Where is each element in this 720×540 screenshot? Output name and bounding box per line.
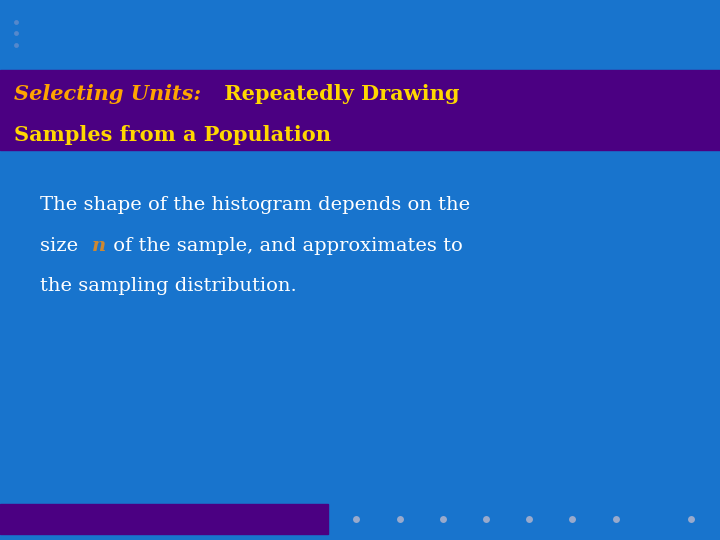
Text: The shape of the histogram depends on the: The shape of the histogram depends on th… xyxy=(40,196,469,214)
Text: n: n xyxy=(92,237,107,255)
Text: Selecting Units:: Selecting Units: xyxy=(14,84,202,105)
Text: Repeatedly Drawing: Repeatedly Drawing xyxy=(217,84,460,105)
Text: of the sample, and approximates to: of the sample, and approximates to xyxy=(107,237,462,255)
Text: Samples from a Population: Samples from a Population xyxy=(14,125,331,145)
Bar xyxy=(0,504,328,534)
Text: the sampling distribution.: the sampling distribution. xyxy=(40,277,297,295)
Bar xyxy=(0,70,720,150)
Text: size: size xyxy=(40,237,84,255)
